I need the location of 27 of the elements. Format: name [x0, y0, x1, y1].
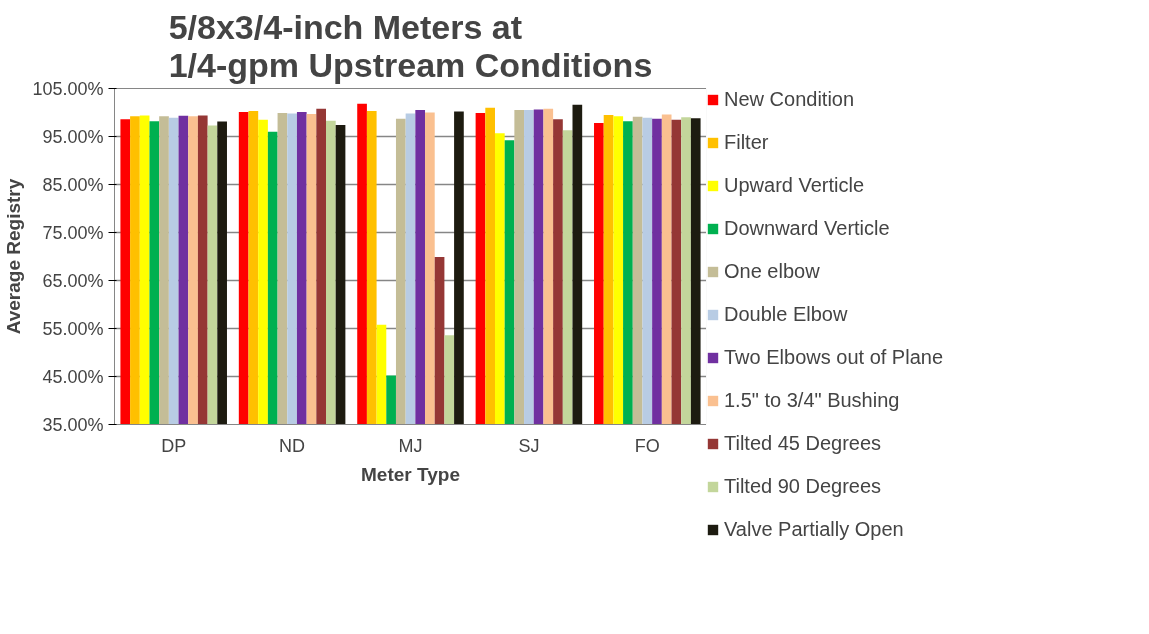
y-tick-label: 55.00% — [42, 318, 104, 339]
legend-label: Two Elbows out of Plane — [724, 346, 944, 369]
x-tick-label: ND — [279, 435, 306, 456]
legend-label: Double Elbow — [724, 303, 848, 326]
y-tick-label: 45.00% — [42, 366, 104, 387]
y-tick-label: 35.00% — [42, 414, 104, 435]
y-tick-label: 65.00% — [42, 270, 104, 291]
y-tick-label: 95.00% — [42, 126, 104, 147]
x-tick-label: DP — [161, 435, 187, 456]
y-tick-label: 85.00% — [42, 174, 104, 195]
legend-label: One elbow — [724, 260, 820, 283]
legend-label: Tilted 90 Degrees — [724, 475, 882, 498]
legend-label: Upward Verticle — [724, 174, 865, 197]
x-tick-label: SJ — [518, 435, 540, 456]
x-tick-label: MJ — [398, 435, 423, 456]
x-axis-title: Meter Type — [361, 463, 460, 485]
legend-label: 1.5" to 3/4" Bushing — [724, 389, 900, 412]
y-tick-label: 75.00% — [42, 222, 104, 243]
y-axis-title: Average Registry — [3, 178, 25, 335]
legend-label: Valve Partially Open — [724, 518, 904, 541]
x-tick-label: FO — [634, 435, 660, 456]
legend-label: Filter — [724, 131, 769, 154]
legend-label: Downward Verticle — [724, 217, 890, 240]
legend-label: New Condition — [724, 88, 855, 111]
y-tick-label: 105.00% — [32, 78, 104, 99]
legend-label: Tilted 45 Degrees — [724, 432, 882, 455]
chart-title: 5/8x3/4-inch Meters at 1/4-gpm Upstream Conditions — [168, 7, 653, 84]
